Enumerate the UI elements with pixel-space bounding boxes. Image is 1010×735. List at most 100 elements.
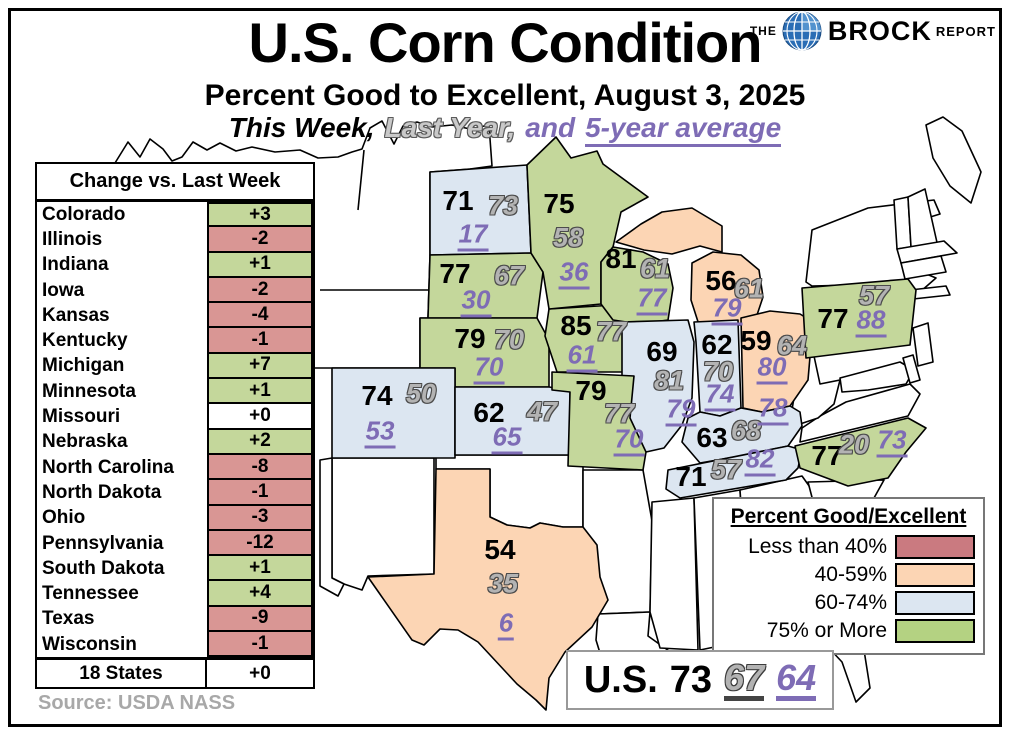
pa-this-week: 77	[817, 303, 849, 334]
ks-five-year: 65	[491, 424, 523, 455]
legend-label: 75% or More	[766, 619, 887, 642]
change-value: -8	[207, 452, 313, 481]
state-name: Tennessee	[42, 583, 139, 605]
state-massachusetts	[896, 240, 958, 264]
change-value: +7	[207, 351, 313, 380]
table-row: North Carolina -8	[37, 452, 313, 481]
state-name: Wisconsin	[42, 633, 137, 655]
state-name: Kentucky	[42, 330, 128, 352]
change-value: +1	[207, 250, 313, 278]
ks-this-week: 62	[473, 397, 505, 428]
nc-five-year: 73	[876, 427, 908, 458]
nd-last-year: 73	[487, 190, 519, 221]
state-name: Ohio	[42, 507, 86, 529]
state-pennsylvania	[801, 278, 917, 359]
legend-row: 40-59%	[722, 561, 975, 589]
state-name: Indiana	[42, 254, 109, 276]
us-this-week: 73	[669, 658, 713, 701]
pa-last-year: 57	[858, 280, 890, 311]
series-key-line: This Week, Last Year, and 5-year average	[0, 112, 1010, 147]
legend-swatch-green	[895, 619, 975, 643]
state-name: Colorado	[42, 203, 126, 225]
state-name: Illinois	[42, 228, 103, 250]
tn-last-year: 57	[710, 454, 742, 485]
series-last-year-label: Last Year,	[384, 112, 516, 143]
us-five-year: 64	[776, 658, 817, 702]
co-five-year: 53	[364, 418, 396, 449]
in-five-year: 74	[704, 381, 736, 412]
table-row: Iowa -2	[37, 275, 313, 304]
tn-five-year: 82	[744, 446, 776, 477]
sd-five-year: 30	[460, 287, 492, 318]
oh-last-year: 64	[776, 330, 808, 361]
co-last-year: 50	[405, 378, 437, 409]
state-connecticut-ri	[900, 255, 947, 280]
ky-five-year: 78	[757, 395, 789, 426]
oh-five-year: 80	[756, 354, 788, 385]
tn-this-week: 71	[675, 461, 707, 492]
state-north-carolina	[794, 417, 927, 487]
footer-label: 18 States	[79, 662, 163, 684]
tx-last-year: 35	[487, 568, 519, 599]
pa-five-year: 88	[855, 307, 887, 338]
change-value: -4	[207, 301, 313, 329]
table-row: Colorado +3	[37, 202, 313, 228]
legend-row: 75% or More	[722, 617, 975, 645]
mo-five-year: 70	[613, 426, 645, 457]
ky-last-year: 68	[730, 415, 762, 446]
state-maryland	[839, 361, 915, 393]
legend-label: 40-59%	[814, 563, 887, 586]
border-id-mt	[357, 149, 365, 211]
change-value: -2	[207, 225, 313, 253]
state-name: North Dakota	[42, 481, 162, 503]
sd-last-year: 67	[493, 260, 525, 291]
state-michigan-upper	[615, 207, 723, 255]
logo-the-text: THE	[749, 24, 777, 38]
logo-report-text: REPORT	[935, 23, 996, 39]
state-mississippi	[649, 497, 699, 651]
tx-five-year: 6	[497, 610, 515, 641]
change-value: +4	[207, 579, 313, 607]
state-name: Kansas	[42, 304, 110, 326]
state-name: Nebraska	[42, 431, 128, 453]
table-row: Kansas -4	[37, 301, 313, 329]
co-this-week: 74	[361, 380, 393, 411]
state-name: Iowa	[42, 279, 85, 301]
ia-last-year: 77	[595, 316, 627, 347]
table-row: Pennsylvania -12	[37, 528, 313, 557]
state-name: Pennsylvania	[42, 532, 164, 554]
state-new-mexico	[331, 457, 435, 591]
change-value: -9	[207, 604, 313, 633]
nc-this-week: 77	[811, 440, 843, 471]
state-missouri	[551, 371, 647, 471]
table-footer: 18 States +0	[37, 657, 313, 688]
wi-last-year: 61	[639, 253, 671, 284]
table-row: Wisconsin -1	[37, 630, 313, 658]
legend-swatch-blue	[895, 591, 975, 615]
source-note: Source: USDA NASS	[38, 692, 236, 714]
state-maine	[925, 116, 982, 204]
ia-this-week: 85	[560, 310, 592, 341]
mo-last-year: 77	[603, 398, 635, 429]
il-last-year: 81	[653, 365, 685, 396]
state-new-hampshire	[907, 188, 939, 248]
table-title: Change vs. Last Week	[37, 164, 313, 202]
il-this-week: 69	[646, 336, 678, 367]
series-five-year-label: 5-year average	[585, 112, 782, 147]
page-title: U.S. Corn Condition	[248, 11, 763, 74]
table-row: South Dakota +1	[37, 554, 313, 582]
oh-this-week: 59	[740, 325, 772, 356]
map-legend: Percent Good/Excellent Less than 40% 40-…	[712, 497, 985, 655]
footer-change-value: +0	[205, 660, 313, 688]
sd-this-week: 77	[439, 258, 471, 289]
ky-this-week: 63	[696, 422, 728, 453]
state-name: South Dakota	[42, 557, 165, 579]
state-south-dakota	[427, 252, 544, 319]
state-virginia	[799, 383, 921, 443]
mi-this-week: 56	[705, 265, 737, 296]
state-wisconsin	[600, 246, 674, 325]
ks-last-year: 47	[526, 396, 558, 427]
change-value: -1	[207, 478, 313, 506]
ne-five-year: 70	[473, 354, 505, 385]
legend-row: Less than 40%	[722, 533, 975, 561]
